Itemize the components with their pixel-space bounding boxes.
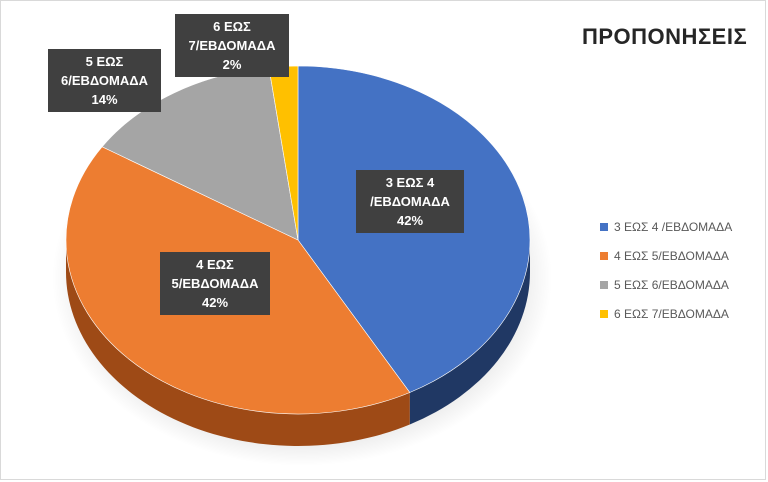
legend-swatch-3 xyxy=(600,280,608,289)
legend-item-3: 5 ΕΩΣ 6/ΕΒΔΟΜΑΔΑ xyxy=(600,270,732,299)
data-label-2-percent: 42% xyxy=(201,295,229,310)
data-label-slice-1: 3 ΕΩΣ 4 /ΕΒΔΟΜΑΔΑ 42% xyxy=(356,170,464,233)
legend: 3 ΕΩΣ 4 /ΕΒΔΟΜΑΔΑ 4 ΕΩΣ 5/ΕΒΔΟΜΑΔΑ 5 ΕΩΣ… xyxy=(600,212,732,328)
data-label-1-percent: 42% xyxy=(396,213,424,228)
data-label-1-line1: 3 ΕΩΣ 4 xyxy=(385,175,435,190)
legend-label-1: 3 ΕΩΣ 4 /ΕΒΔΟΜΑΔΑ xyxy=(614,219,733,234)
data-label-4-line1: 6 ΕΩΣ xyxy=(213,19,251,34)
data-label-4-line2: 7/ΕΒΔΟΜΑΔΑ xyxy=(188,38,276,53)
pie-slice-side-2 xyxy=(66,240,410,447)
legend-swatch-4 xyxy=(600,309,608,318)
legend-item-1: 3 ΕΩΣ 4 /ΕΒΔΟΜΑΔΑ xyxy=(600,212,732,241)
legend-swatch-2 xyxy=(600,251,608,260)
data-label-3-line2: 6/ΕΒΔΟΜΑΔΑ xyxy=(61,73,148,88)
data-label-2-line1: 4 ΕΩΣ xyxy=(196,257,234,272)
legend-item-4: 6 ΕΩΣ 7/ΕΒΔΟΜΑΔΑ xyxy=(600,299,732,328)
data-label-slice-4: 6 ΕΩΣ 7/ΕΒΔΟΜΑΔΑ 2% xyxy=(175,14,289,77)
data-label-slice-3: 5 ΕΩΣ 6/ΕΒΔΟΜΑΔΑ 14% xyxy=(48,49,161,112)
legend-swatch-1 xyxy=(600,222,608,231)
pie-slice-side-1 xyxy=(409,240,530,425)
legend-item-2: 4 ΕΩΣ 5/ΕΒΔΟΜΑΔΑ xyxy=(600,241,732,270)
data-label-4-percent: 2% xyxy=(222,57,242,72)
data-label-3-percent: 14% xyxy=(91,92,118,107)
data-label-3-line1: 5 ΕΩΣ xyxy=(85,54,124,69)
data-label-1-line2: /ΕΒΔΟΜΑΔΑ xyxy=(370,194,450,209)
legend-label-4: 6 ΕΩΣ 7/ΕΒΔΟΜΑΔΑ xyxy=(614,306,729,321)
data-label-2-line2: 5/ΕΒΔΟΜΑΔΑ xyxy=(171,276,259,291)
legend-label-3: 5 ΕΩΣ 6/ΕΒΔΟΜΑΔΑ xyxy=(614,277,729,292)
chart-title: ΠΡΟΠΟΝΗΣΕΙΣ xyxy=(582,24,748,49)
data-label-slice-2: 4 ΕΩΣ 5/ΕΒΔΟΜΑΔΑ 42% xyxy=(160,252,270,315)
legend-label-2: 4 ΕΩΣ 5/ΕΒΔΟΜΑΔΑ xyxy=(614,248,729,263)
